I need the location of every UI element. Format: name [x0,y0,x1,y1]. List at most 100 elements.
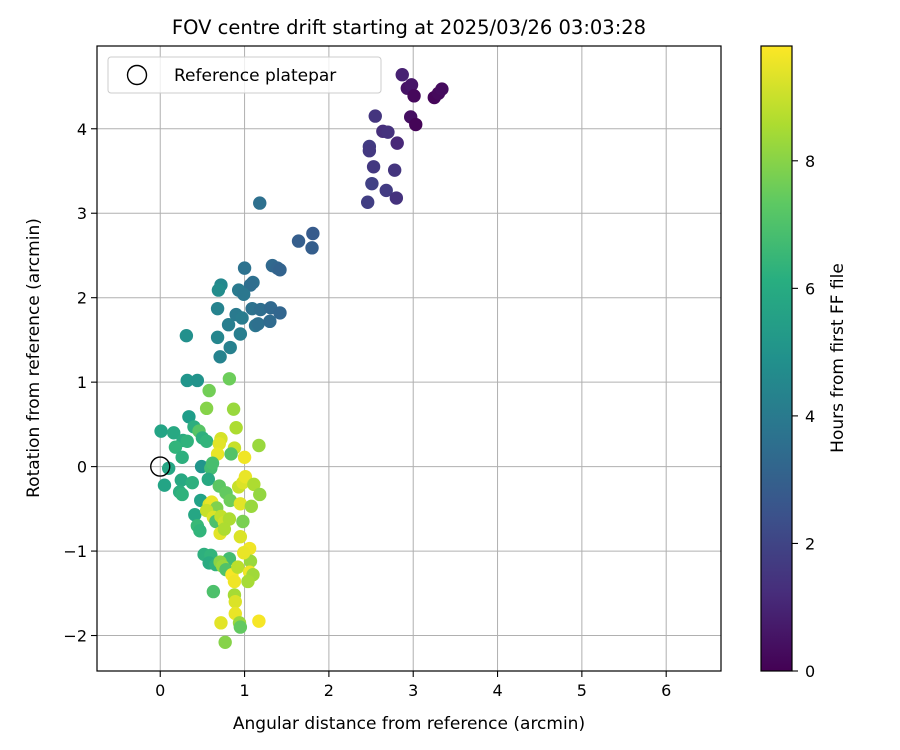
data-point [211,283,226,297]
data-point [233,497,248,511]
colorbar-tick-label: 2 [805,534,815,553]
y-tick-label: 2 [77,289,87,308]
x-tick-label: 4 [492,681,502,700]
data-point [252,614,266,628]
data-point [167,426,181,440]
data-point [217,522,232,536]
data-point [199,401,214,416]
data-point [247,477,261,492]
data-point [210,330,225,345]
data-point [236,514,250,529]
reference-point-circle-icon [150,456,171,477]
data-point [233,327,248,341]
data-point [229,421,243,435]
data-point [243,278,258,292]
colorbar-tick-label: 4 [805,407,815,426]
data-point [253,196,267,210]
y-tick-label: −1 [63,542,87,561]
data-point [185,475,199,490]
chart-title: FOV centre drift starting at 2025/03/26 … [172,16,646,39]
data-point [222,512,237,526]
plot-area [97,46,721,671]
data-point [387,163,402,177]
data-point [244,499,259,514]
y-tick-label: 3 [77,204,87,223]
data-point [390,136,404,150]
data-point [214,616,228,630]
x-tick-label: 2 [324,681,334,700]
data-point [252,438,266,453]
data-point [381,125,395,139]
data-point [213,350,227,364]
data-point [154,424,168,438]
data-point [223,340,237,355]
data-point [407,89,421,103]
data-point [263,314,277,329]
legend: Reference platepar [107,56,382,94]
x-tick-label: 6 [661,681,671,700]
data-point [360,195,375,209]
colorbar-tick-label: 0 [805,662,815,681]
data-point [224,447,238,461]
data-point [237,546,251,560]
data-point [188,508,202,522]
data-point [305,241,319,255]
y-tick-label: 4 [77,120,87,139]
data-point [212,437,226,451]
data-point [222,372,237,386]
data-point [180,373,194,388]
data-point [190,373,205,388]
data-point [226,402,241,416]
data-point [231,560,245,574]
data-point [235,311,249,325]
data-point [161,461,176,475]
colorbar-tick-label: 6 [805,279,815,298]
colorbar: 0 2 4 6 8 Hours from first FF file [760,45,848,681]
legend-marker-circle-icon [126,64,148,86]
data-point [228,595,242,609]
data-point [206,584,221,599]
data-point [180,434,194,448]
data-point [175,450,189,465]
data-point [201,472,216,486]
data-point [227,574,242,589]
data-point [273,263,287,277]
data-point [193,524,207,538]
data-point [404,78,419,92]
data-point [157,478,172,492]
data-point [368,109,382,123]
data-points [150,68,449,649]
colorbar-tick-label: 8 [805,152,815,171]
data-point [218,635,232,649]
data-point [205,456,220,470]
data-point [273,306,287,320]
data-point [291,234,306,248]
data-point [362,144,377,158]
data-point [237,287,251,302]
data-point [365,176,379,191]
data-point [233,620,248,634]
data-point [168,440,183,454]
data-point [223,493,237,508]
y-tick-label: 0 [77,458,87,477]
x-tick-label: 5 [577,681,587,700]
data-point [366,160,381,174]
axis-ticks: 0 1 2 3 4 5 6 −2 −1 0 1 2 3 4 [63,120,671,700]
y-tick-label: −2 [63,627,87,646]
plot-frame [96,45,722,672]
data-point [237,261,252,275]
data-point [253,302,268,317]
colorbar-label: Hours from first FF file [828,263,848,453]
legend-entry: Reference platepar [174,66,336,86]
data-point [233,530,248,544]
legend-box [107,56,382,94]
data-point [182,410,196,424]
y-tick-label: 1 [77,373,87,392]
x-tick-label: 0 [155,681,165,700]
data-point [395,68,409,82]
x-tick-label: 3 [408,681,418,700]
x-tick-label: 1 [239,681,249,700]
data-point [389,191,404,205]
colorbar-gradient [760,45,793,672]
